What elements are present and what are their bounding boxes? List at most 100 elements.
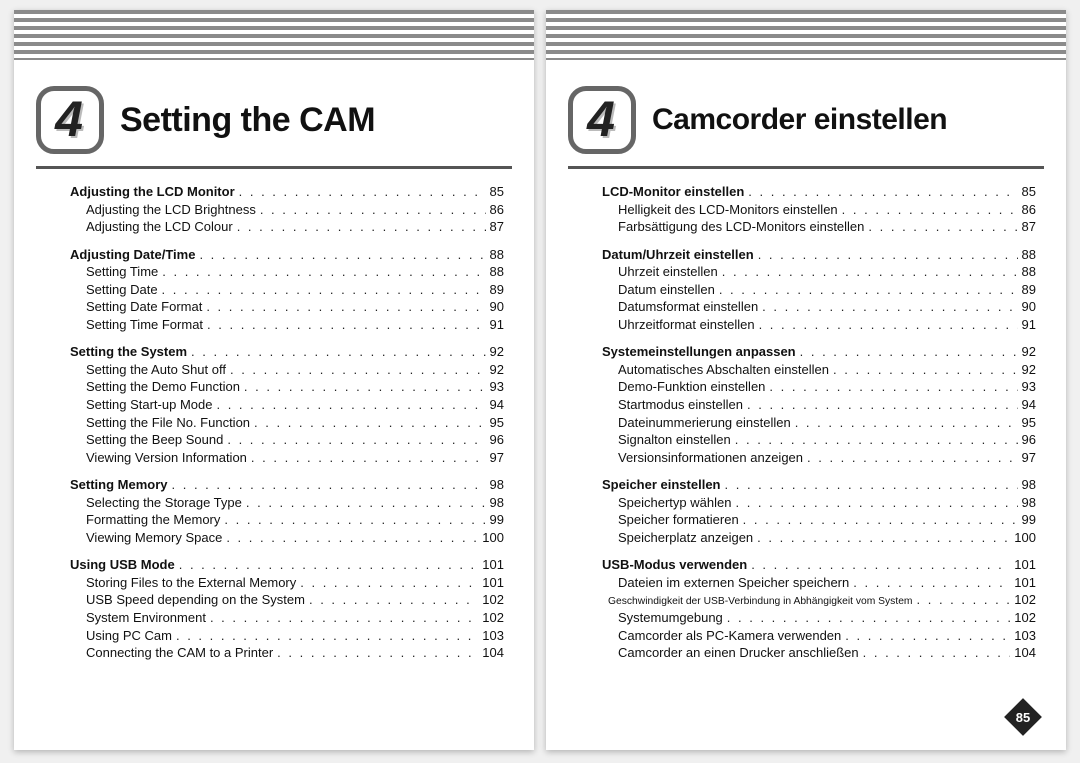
toc-item-row: Speicherplatz anzeigen100 (602, 529, 1036, 547)
toc-item-page: 91 (1022, 316, 1036, 334)
toc-item-label: Uhrzeitformat einstellen (602, 316, 755, 334)
dot-leader (230, 361, 486, 379)
toc-item-label: Camcorder an einen Drucker anschließen (602, 644, 859, 662)
dot-leader (162, 281, 486, 299)
toc-heading-page: 101 (482, 556, 504, 574)
page-number-badge: 85 (1002, 696, 1044, 738)
toc-heading-page: 85 (490, 183, 504, 201)
toc-item-row: Adjusting the LCD Brightness 86 (70, 201, 504, 219)
toc-item-page: 89 (490, 281, 504, 299)
chapter-title: Camcorder einstellen (652, 103, 947, 137)
toc-item-label: Dateinummerierung einstellen (602, 414, 791, 432)
toc-item-label: Viewing Memory Space (70, 529, 222, 547)
toc-item-page: 86 (490, 201, 504, 219)
toc-section: Adjusting the LCD Monitor85Adjusting the… (70, 183, 504, 236)
toc-item-label: Setting Start-up Mode (70, 396, 212, 414)
toc-item-row: Speicher formatieren99 (602, 511, 1036, 529)
dot-leader (191, 343, 486, 361)
dot-leader (795, 414, 1018, 432)
toc-item-page: 86 (1022, 201, 1036, 219)
dot-leader (759, 316, 1018, 334)
toc-item-page: 96 (490, 431, 504, 449)
dot-leader (206, 298, 485, 316)
toc-item-label: Geschwindigkeit der USB-Verbindung in Ab… (602, 595, 913, 609)
toc-item-row: Uhrzeit einstellen88 (602, 263, 1036, 281)
toc-item-page: 91 (490, 316, 504, 334)
dot-leader (277, 644, 478, 662)
dot-leader (762, 298, 1017, 316)
toc-item-row: Connecting the CAM to a Printer104 (70, 644, 504, 662)
toc-heading-label: LCD-Monitor einstellen (602, 183, 744, 201)
toc-item-row: Setting the Auto Shut off92 (70, 361, 504, 379)
dot-leader (751, 556, 1010, 574)
toc-item-row: Farbsättigung des LCD-Monitors einstelle… (602, 218, 1036, 236)
chapter-number-badge: 4 (568, 86, 636, 154)
toc-item-row: Uhrzeitformat einstellen 91 (602, 316, 1036, 334)
toc-section: Adjusting Date/Time88Setting Time88Setti… (70, 246, 504, 334)
toc-item-page: 98 (490, 494, 504, 512)
toc-item-label: Signalton einstellen (602, 431, 731, 449)
dot-leader (747, 396, 1018, 414)
chapter-number: 4 (587, 90, 615, 148)
dot-leader (863, 644, 1011, 662)
toc-item-label: Setting Time Format (70, 316, 203, 334)
toc-heading-row: Adjusting Date/Time88 (70, 246, 504, 264)
dot-leader (853, 574, 1010, 592)
page-number: 85 (1002, 696, 1044, 738)
toc-heading-page: 92 (1022, 343, 1036, 361)
toc-item-label: Automatisches Abschalten einstellen (602, 361, 829, 379)
toc-item-page: 104 (1014, 644, 1036, 662)
toc-item-row: Formatting the Memory99 (70, 511, 504, 529)
toc-item-row: Viewing Version Information97 (70, 449, 504, 467)
toc-section: Using USB Mode 101 Storing Files to the Ex… (70, 556, 504, 661)
toc-item-label: Storing Files to the External Memory (70, 574, 296, 592)
toc-item-page: 94 (1022, 396, 1036, 414)
dot-leader (735, 431, 1018, 449)
dot-leader (237, 218, 486, 236)
toc-item-label: Setting Date Format (70, 298, 202, 316)
toc-item-row: Camcorder als PC-Kamera verwenden103 (602, 627, 1036, 645)
toc-item-row: Using PC Cam103 (70, 627, 504, 645)
toc-heading-page: 92 (490, 343, 504, 361)
table-of-contents: LCD-Monitor einstellen 85 Helligkeit des L… (546, 183, 1066, 662)
toc-heading-label: Setting the System (70, 343, 187, 361)
toc-item-label: Using PC Cam (70, 627, 172, 645)
toc-section: Setting the System92Setting the Auto Shu… (70, 343, 504, 466)
dot-leader (246, 494, 486, 512)
chapter-heading: 4Setting the CAM (14, 60, 534, 166)
chapter-number: 4 (55, 90, 83, 148)
toc-heading-label: Adjusting the LCD Monitor (70, 183, 235, 201)
divider (568, 166, 1044, 169)
toc-heading-row: Speicher einstellen98 (602, 476, 1036, 494)
toc-item-row: Geschwindigkeit der USB-Verbindung in Ab… (602, 591, 1036, 609)
toc-item-label: USB Speed depending on the System (70, 591, 305, 609)
dot-leader (224, 511, 485, 529)
toc-item-row: Viewing Memory Space 100 (70, 529, 504, 547)
dot-leader (239, 183, 486, 201)
toc-heading-page: 85 (1022, 183, 1036, 201)
toc-item-row: Setting Time Format 91 (70, 316, 504, 334)
toc-item-label: Helligkeit des LCD-Monitors einstellen (602, 201, 838, 219)
toc-item-row: Setting Time88 (70, 263, 504, 281)
toc-item-label: Setting the Auto Shut off (70, 361, 226, 379)
dot-leader (210, 609, 478, 627)
toc-item-label: Setting Date (70, 281, 158, 299)
dot-leader (300, 574, 478, 592)
toc-item-page: 87 (490, 218, 504, 236)
header-stripes (546, 10, 1066, 60)
dot-leader (719, 281, 1018, 299)
toc-item-label: Adjusting the LCD Brightness (70, 201, 256, 219)
toc-item-label: Selecting the Storage Type (70, 494, 242, 512)
dot-leader (727, 609, 1011, 627)
dot-leader (227, 431, 485, 449)
toc-item-label: Setting the File No. Function (70, 414, 250, 432)
toc-item-label: Adjusting the LCD Colour (70, 218, 233, 236)
dot-leader (162, 263, 485, 281)
toc-item-label: Startmodus einstellen (602, 396, 743, 414)
toc-item-row: Dateinummerierung einstellen95 (602, 414, 1036, 432)
toc-item-page: 100 (482, 529, 504, 547)
toc-heading-label: Using USB Mode (70, 556, 175, 574)
toc-item-row: Setting the File No. Function95 (70, 414, 504, 432)
toc-item-row: Speichertyp wählen98 (602, 494, 1036, 512)
toc-item-row: Selecting the Storage Type 98 (70, 494, 504, 512)
